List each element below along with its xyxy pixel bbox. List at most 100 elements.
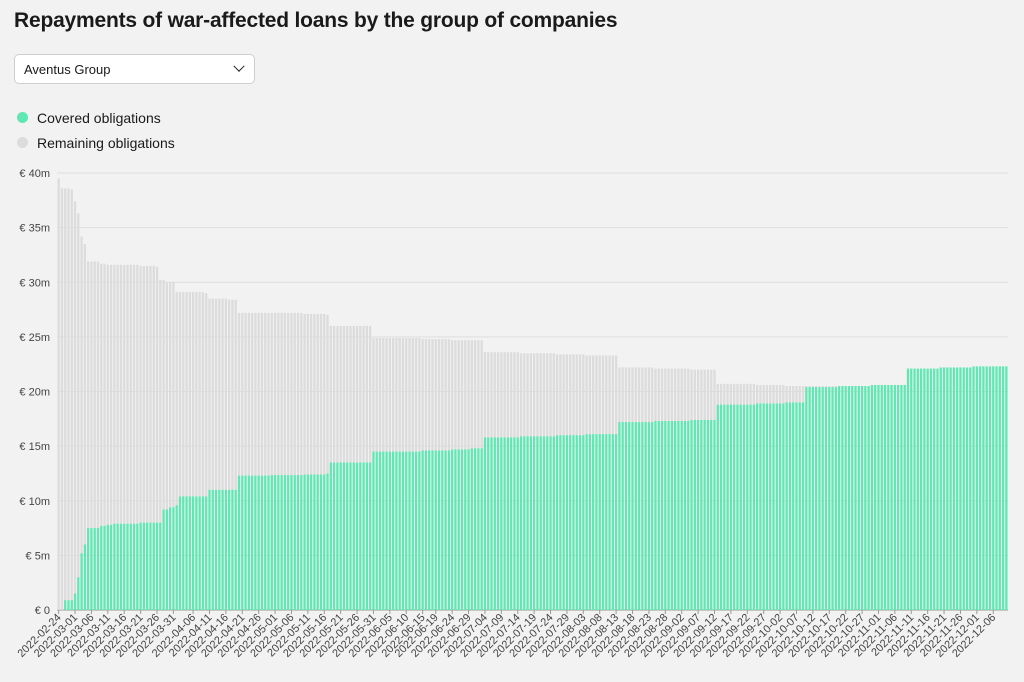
bar-covered[interactable] [260,475,264,610]
bar-remaining[interactable] [608,355,611,435]
bar-remaining[interactable] [149,265,152,523]
bar-remaining[interactable] [723,383,726,405]
bar-covered[interactable] [670,420,674,610]
bar-remaining[interactable] [821,386,824,388]
bar-covered[interactable] [956,367,959,610]
bar-covered[interactable] [569,435,572,610]
bar-covered[interactable] [447,450,451,610]
bar-covered[interactable] [683,420,687,610]
bar-covered[interactable] [96,528,100,610]
bar-covered[interactable] [467,449,470,610]
bar-remaining[interactable] [624,367,628,423]
bar-covered[interactable] [959,367,962,610]
bar-covered[interactable] [939,367,942,610]
bar-covered[interactable] [408,451,411,610]
bar-covered[interactable] [582,435,585,610]
bar-covered[interactable] [847,386,851,610]
bar-remaining[interactable] [513,352,516,438]
bar-covered[interactable] [644,422,647,610]
bar-covered[interactable] [877,384,880,610]
bar-covered[interactable] [680,420,683,610]
bar-covered[interactable] [126,523,129,610]
bar-remaining[interactable] [595,355,598,435]
bar-remaining[interactable] [637,367,641,423]
bar-remaining[interactable] [80,236,83,554]
bar-remaining[interactable] [136,264,139,524]
bar-covered[interactable] [454,449,457,610]
bar-covered[interactable] [595,434,598,610]
bar-remaining[interactable] [83,244,87,545]
bar-covered[interactable] [624,422,628,610]
bar-remaining[interactable] [831,386,834,388]
bar-remaining[interactable] [408,337,411,452]
bar-remaining[interactable] [746,383,749,405]
bar-covered[interactable] [933,368,936,610]
bar-remaining[interactable] [182,292,185,497]
bar-covered[interactable] [319,474,323,610]
bar-covered[interactable] [572,435,575,610]
bar-covered[interactable] [208,489,211,610]
bar-remaining[interactable] [510,352,513,438]
bar-covered[interactable] [77,577,80,610]
bar-remaining[interactable] [480,340,483,449]
bar-remaining[interactable] [828,386,831,388]
bar-remaining[interactable] [657,368,660,421]
bar-remaining[interactable] [441,339,444,451]
bar-covered[interactable] [926,368,929,610]
bar-remaining[interactable] [759,384,762,404]
bar-covered[interactable] [365,462,369,610]
bar-remaining[interactable] [414,337,418,452]
bar-covered[interactable] [336,462,339,610]
bar-covered[interactable] [477,448,480,610]
bar-remaining[interactable] [323,313,326,475]
bar-remaining[interactable] [464,340,467,450]
bar-covered[interactable] [824,387,828,610]
bar-covered[interactable] [831,387,834,610]
bar-remaining[interactable] [119,264,123,524]
bar-covered[interactable] [228,489,231,610]
bar-covered[interactable] [559,435,562,610]
bar-remaining[interactable] [352,325,355,463]
bar-remaining[interactable] [247,312,250,476]
bar-remaining[interactable] [123,264,126,524]
bar-remaining[interactable] [614,355,618,435]
bar-covered[interactable] [329,462,332,610]
bar-covered[interactable] [142,522,146,610]
bar-remaining[interactable] [267,312,270,476]
bar-remaining[interactable] [218,298,221,490]
bar-covered[interactable] [283,475,287,610]
bar-remaining[interactable] [765,384,769,404]
bar-covered[interactable] [942,367,946,610]
bar-remaining[interactable] [719,383,723,405]
bar-remaining[interactable] [447,339,451,451]
bar-remaining[interactable] [313,313,316,475]
bar-covered[interactable] [526,436,529,610]
bar-covered[interactable] [785,402,788,610]
bar-remaining[interactable] [126,264,129,524]
bar-remaining[interactable] [752,383,755,405]
bar-covered[interactable] [687,420,690,610]
bar-covered[interactable] [369,462,372,610]
bar-remaining[interactable] [60,188,64,611]
bar-covered[interactable] [214,489,218,610]
bar-covered[interactable] [405,451,408,610]
bar-remaining[interactable] [769,384,772,404]
bar-remaining[interactable] [214,298,218,490]
bar-covered[interactable] [992,366,995,610]
bar-remaining[interactable] [113,264,116,524]
bar-remaining[interactable] [195,292,198,497]
company-group-select[interactable]: Aventus Group [14,54,255,84]
bar-covered[interactable] [355,462,359,610]
bar-covered[interactable] [250,475,254,610]
bar-remaining[interactable] [254,312,257,476]
bar-remaining[interactable] [139,265,142,523]
bar-covered[interactable] [772,403,775,610]
bar-remaining[interactable] [457,340,460,450]
bar-covered[interactable] [982,366,985,610]
bar-remaining[interactable] [106,264,109,525]
bar-covered[interactable] [700,419,703,610]
bar-covered[interactable] [762,403,765,610]
bar-remaining[interactable] [575,354,578,436]
bar-covered[interactable] [191,496,195,610]
bar-covered[interactable] [775,403,778,610]
